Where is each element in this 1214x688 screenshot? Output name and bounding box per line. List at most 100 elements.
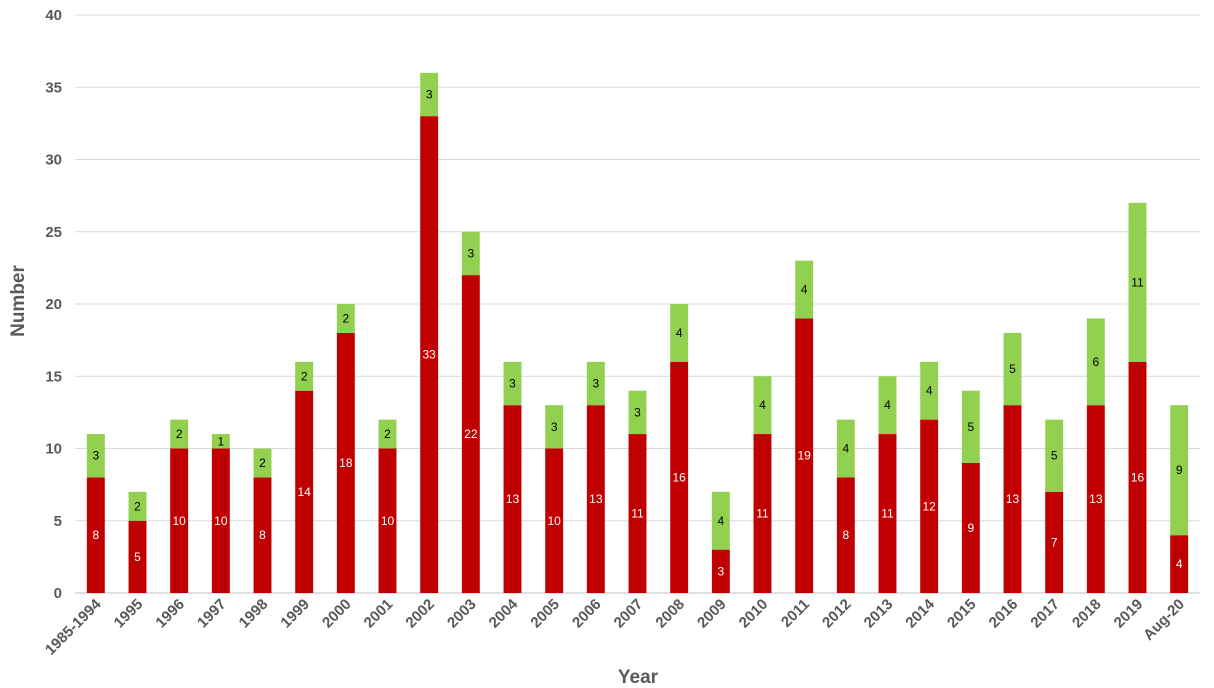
x-tick-label: 1998 xyxy=(236,596,272,632)
data-label: 4 xyxy=(884,398,891,412)
data-label: 2 xyxy=(342,311,349,325)
x-tick-label: 2006 xyxy=(569,596,605,632)
bar-segment-2 xyxy=(586,361,605,406)
data-label: 4 xyxy=(801,283,808,297)
x-tick-label: 2009 xyxy=(694,596,730,632)
bar-segment-1 xyxy=(1003,405,1022,593)
y-tick-label: 35 xyxy=(45,79,62,96)
bar-segment-2 xyxy=(1045,419,1064,492)
x-tick-label: Aug-20 xyxy=(1140,596,1188,644)
bar-segment-2 xyxy=(420,72,439,117)
bar-segment-1 xyxy=(378,448,397,593)
x-tick-label: 1985-1994 xyxy=(42,595,105,658)
bar-segment-2 xyxy=(295,361,314,391)
data-label: 2 xyxy=(301,369,308,383)
data-label: 4 xyxy=(717,514,724,528)
data-label: 8 xyxy=(842,528,849,542)
data-label: 5 xyxy=(967,420,974,434)
data-label: 18 xyxy=(339,456,353,470)
data-label: 2 xyxy=(134,499,141,513)
bar-segment-1 xyxy=(878,434,897,593)
x-axis-title: Year xyxy=(618,667,659,688)
bar-segment-2 xyxy=(86,434,105,478)
bar-segment-2 xyxy=(1003,332,1022,406)
x-tick-label: 2003 xyxy=(444,596,480,632)
data-label: 7 xyxy=(1051,535,1058,549)
y-axis-ticks: 0 5 10 15 20 25 30 35 40 xyxy=(45,7,62,602)
bar-segment-2 xyxy=(670,304,689,362)
x-tick-label: 2000 xyxy=(319,596,355,632)
data-label: 4 xyxy=(759,398,766,412)
y-tick-label: 25 xyxy=(45,224,62,241)
x-tick-label: 2002 xyxy=(402,596,438,632)
data-label: 8 xyxy=(259,528,266,542)
bar-segment-1 xyxy=(795,318,814,593)
y-tick-label: 20 xyxy=(45,296,62,313)
data-label: 14 xyxy=(297,485,311,499)
bar-segment-1 xyxy=(128,520,147,593)
bar-segment-2 xyxy=(920,361,939,420)
x-tick-label: 2007 xyxy=(611,596,647,632)
bar-segment-1 xyxy=(86,477,105,593)
bar-segment-2 xyxy=(170,419,189,449)
bar-segment-1 xyxy=(586,405,605,593)
data-label: 2 xyxy=(259,456,266,470)
bar-segment-2 xyxy=(961,390,980,463)
data-label: 5 xyxy=(1051,449,1058,463)
bar-segment-1 xyxy=(628,434,647,593)
bar-segment-2 xyxy=(503,361,522,406)
data-label: 4 xyxy=(926,384,933,398)
bar-segment-2 xyxy=(753,376,772,435)
bar-segment-2 xyxy=(336,304,355,333)
data-label: 3 xyxy=(551,420,558,434)
bar-segment-1 xyxy=(461,275,480,593)
x-tick-label: 2014 xyxy=(902,595,938,631)
data-label: 3 xyxy=(467,246,474,260)
data-label: 9 xyxy=(1176,463,1183,477)
data-label: 13 xyxy=(1089,492,1103,506)
data-label: 4 xyxy=(842,442,849,456)
data-label: 10 xyxy=(381,514,395,528)
x-tick-label: 2018 xyxy=(1069,596,1105,632)
data-label: 16 xyxy=(672,470,686,484)
data-label: 11 xyxy=(881,507,894,521)
data-label: 8 xyxy=(92,528,99,542)
data-label: 9 xyxy=(967,521,974,535)
bar-segment-1 xyxy=(420,116,439,594)
bar-segment-1 xyxy=(1128,361,1147,593)
data-label: 22 xyxy=(464,427,478,441)
bars: 8352102101821421821023332231331031331131… xyxy=(86,72,1189,594)
bar-segment-1 xyxy=(753,434,772,593)
data-label: 10 xyxy=(547,514,561,528)
bar-segment-2 xyxy=(795,260,814,319)
bar-segment-1 xyxy=(211,448,230,593)
x-tick-label: 2010 xyxy=(736,596,772,632)
x-tick-label: 2005 xyxy=(527,596,563,632)
y-tick-label: 5 xyxy=(54,513,62,530)
x-tick-label: 2004 xyxy=(486,595,522,631)
data-label: 3 xyxy=(717,564,724,578)
data-label: 5 xyxy=(1009,362,1016,376)
y-tick-label: 0 xyxy=(54,585,62,602)
bar-segment-1 xyxy=(1086,405,1105,593)
bar-segment-1 xyxy=(1170,535,1189,593)
data-label: 11 xyxy=(1131,275,1144,289)
bar-segment-1 xyxy=(545,448,564,593)
bar-segment-2 xyxy=(545,405,564,449)
bar-segment-2 xyxy=(378,419,397,449)
data-label: 4 xyxy=(676,326,683,340)
y-tick-label: 15 xyxy=(45,368,62,385)
x-tick-label: 2011 xyxy=(778,596,813,631)
data-label: 13 xyxy=(589,492,603,506)
bar-segment-2 xyxy=(628,390,647,435)
data-label: 12 xyxy=(922,499,936,513)
bar-segment-1 xyxy=(711,549,730,593)
bar-segment-1 xyxy=(295,390,314,593)
x-tick-label: 2016 xyxy=(986,596,1022,632)
x-tick-label: 2001 xyxy=(361,596,397,632)
bar-segment-1 xyxy=(961,462,980,593)
x-tick-label: 1996 xyxy=(152,596,188,632)
data-label: 1 xyxy=(217,434,224,448)
y-tick-label: 10 xyxy=(45,441,62,458)
